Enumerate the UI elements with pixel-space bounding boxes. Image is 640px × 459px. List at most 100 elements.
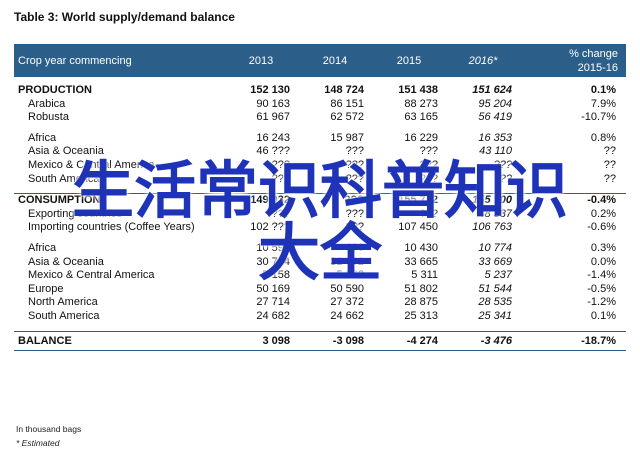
cell-value: 5 158 [262, 269, 290, 282]
header-year-2013: 2013 [248, 54, 274, 67]
cell-value: ??? [345, 221, 364, 234]
table-row: Mexico & Central America ??? ??? ??? ???… [14, 159, 626, 173]
cell-pct: -1.2% [587, 296, 616, 309]
cell-value: ??? [298, 193, 372, 208]
cell-pct: ?? [603, 172, 616, 185]
table-row: Africa 16 243 15 987 16 229 16 353 0.8% [14, 132, 626, 146]
table-row: Africa 10 595 ??? 10 430 10 774 0.3% [14, 242, 626, 256]
header-crop-year: Crop year commencing [18, 54, 132, 67]
table-row: Asia & Oceania 30 714 32 602 33 665 33 6… [14, 256, 626, 270]
cell-value: 50 590 [330, 282, 364, 295]
table-row: Europe 50 169 50 590 51 802 51 544 -0.5% [14, 283, 626, 297]
cell-value: ??? [345, 241, 364, 254]
cell-value: 10 430 [404, 241, 438, 254]
table-row: South America ??? ??? ??? ??? ?? [14, 173, 626, 187]
header-year-2014: 2014 [322, 54, 348, 67]
cell-value: ??? [271, 207, 290, 220]
cell-value: 10 774 [478, 241, 512, 254]
table-row: South America 24 682 24 662 25 313 25 34… [14, 310, 626, 324]
cell-value: 155 712 [372, 193, 446, 208]
header-year-2016: 2016* [468, 54, 498, 67]
row-label: Mexico & Central America [28, 158, 155, 171]
cell-value: ??? [419, 172, 438, 185]
row-label: Mexico & Central America [28, 269, 155, 282]
cell-value: ??? [419, 207, 438, 220]
cell-value: ??? [345, 207, 364, 220]
cell-value: -4 274 [372, 330, 446, 351]
cell-value: 48 337 [478, 207, 512, 220]
row-label: South America [28, 309, 100, 322]
cell-value: ??? [345, 145, 364, 158]
balance-label: BALANCE [14, 330, 224, 351]
cell-value: 106 763 [472, 221, 512, 234]
header-year-2015: 2015 [396, 54, 422, 67]
cell-value: -3 098 [298, 330, 372, 351]
cell-value: 27 714 [256, 296, 290, 309]
row-label: Africa [28, 131, 57, 144]
cell-value: ??? [493, 172, 512, 185]
supply-demand-table: Crop year commencing 2013 2014 2015 2016… [14, 44, 626, 351]
cell-value: 5 262 [336, 269, 364, 282]
balance-row: BALANCE 3 098 -3 098 -4 274 -3 476 -18.7… [14, 330, 626, 351]
cell-value: 90 163 [256, 97, 290, 110]
row-label: Africa [28, 241, 57, 254]
cell-value: 152 130 [250, 84, 290, 96]
cell-value: 10 595 [256, 241, 290, 254]
cell-value: 16 353 [478, 131, 512, 144]
cell-pct: -0.5% [587, 282, 616, 295]
row-label: South America [28, 172, 100, 185]
row-label: Arabica [28, 97, 66, 110]
row-label: Europe [28, 282, 64, 295]
cell-value: 15 987 [330, 131, 364, 144]
cell-value: 24 682 [256, 309, 290, 322]
cell-value: 25 341 [478, 309, 512, 322]
header-pct-change: % change 2015-16 [520, 44, 626, 77]
table-row: North America 27 714 27 372 28 875 28 53… [14, 296, 626, 310]
cell-pct: -1.4% [587, 269, 616, 282]
cell-value: 46 ??? [256, 145, 290, 158]
cell-pct: 0.8% [590, 131, 616, 144]
row-label: Exporting countries [28, 207, 123, 220]
cell-value: ??? [345, 172, 364, 185]
table-row: Mexico & Central America 5 158 5 262 5 3… [14, 269, 626, 283]
row-label: Robusta [28, 111, 69, 124]
cell-value: ??? [271, 172, 290, 185]
section-total-row: PRODUCTION 152 130 148 724 151 438 151 6… [14, 84, 626, 98]
header-pct-label: % change [569, 47, 618, 60]
cell-value: ??? [345, 158, 364, 171]
cell-value: 95 204 [478, 97, 512, 110]
cell-value: ??? [419, 145, 438, 158]
cell-value: 5 237 [484, 269, 512, 282]
table-title: Table 3: World supply/demand balance [14, 10, 235, 24]
cell-pct: 0.2% [590, 207, 616, 220]
cell-value: 28 875 [404, 296, 438, 309]
cell-pct: 0.0% [590, 255, 616, 268]
cell-value: 102 ??? [250, 221, 290, 234]
footnote-units: In thousand bags [16, 424, 82, 434]
cell-value: 155 100 [446, 193, 520, 208]
cell-value: 62 572 [330, 111, 364, 124]
cell-pct: -18.7% [520, 330, 626, 351]
section-label: PRODUCTION [18, 84, 92, 96]
table-row: Arabica 90 163 86 151 88 273 95 204 7.9% [14, 98, 626, 112]
cell-value: 33 669 [478, 255, 512, 268]
cell-value: 27 372 [330, 296, 364, 309]
cell-value: ??? [271, 158, 290, 171]
section-label: CONSUMPTION [14, 193, 224, 208]
cell-value: 33 665 [404, 255, 438, 268]
cell-value: ??? [419, 158, 438, 171]
table-row: Importing countries (Coffee Years) 102 ?… [14, 221, 626, 235]
cell-value: 50 169 [256, 282, 290, 295]
cell-value: 30 714 [256, 255, 290, 268]
cell-pct: ?? [603, 158, 616, 171]
cell-value: 149 032 [224, 193, 298, 208]
cell-value: 51 544 [478, 282, 512, 295]
row-label: North America [28, 296, 98, 309]
cell-pct: ?? [603, 145, 616, 158]
cell-value: ??? [493, 158, 512, 171]
cell-pct: -10.7% [581, 111, 616, 124]
cell-value: 63 165 [404, 111, 438, 124]
cell-pct: 0.3% [590, 241, 616, 254]
cell-value: -3 476 [446, 330, 520, 351]
header-pct-period: 2015-16 [577, 61, 618, 74]
